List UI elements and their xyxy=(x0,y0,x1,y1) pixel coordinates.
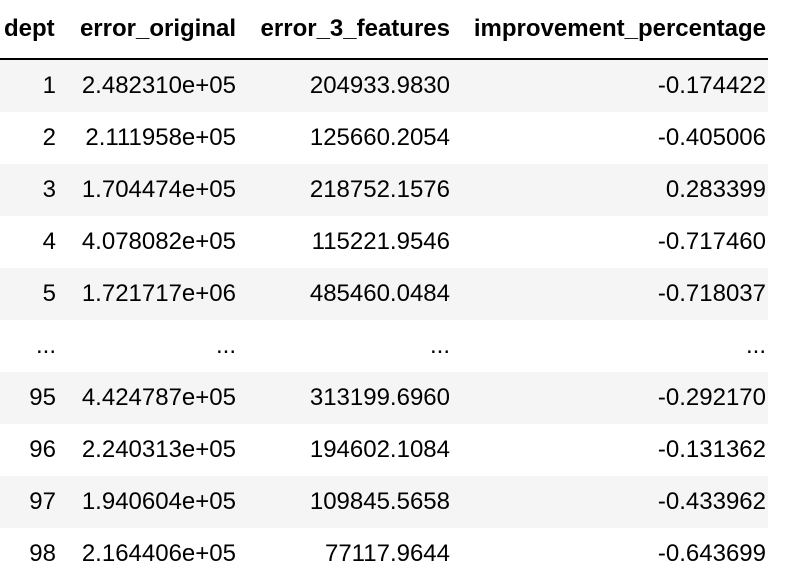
cell-dept: 4 xyxy=(0,216,58,268)
cell-improvement-percentage: -0.718037 xyxy=(450,268,768,320)
cell-dept: 97 xyxy=(0,476,58,528)
table-row: 1 2.482310e+05 204933.9830 -0.174422 xyxy=(0,59,768,112)
cell-dept: 95 xyxy=(0,372,58,424)
cell-error-original: 1.940604e+05 xyxy=(58,476,236,528)
cell-improvement-percentage: -0.174422 xyxy=(450,59,768,112)
cell-dept: 98 xyxy=(0,528,58,580)
column-header-dept: dept xyxy=(0,0,58,60)
cell-improvement-percentage: -0.131362 xyxy=(450,424,768,476)
cell-error-3-features: 485460.0484 xyxy=(236,268,450,320)
cell-error-original: 1.721717e+06 xyxy=(58,268,236,320)
header-row: dept error_original error_3_features imp… xyxy=(0,0,768,60)
cell-error-original: 2.164406e+05 xyxy=(58,528,236,580)
table-row: 96 2.240313e+05 194602.1084 -0.131362 xyxy=(0,424,768,476)
table-row: 5 1.721717e+06 485460.0484 -0.718037 xyxy=(0,268,768,320)
cell-error-3-features: 204933.9830 xyxy=(236,59,450,112)
column-header-improvement-percentage: improvement_percentage xyxy=(450,0,768,60)
cell-improvement-percentage: ... xyxy=(450,320,768,372)
cell-error-original: 4.078082e+05 xyxy=(58,216,236,268)
cell-error-3-features: 313199.6960 xyxy=(236,372,450,424)
table-header: dept error_original error_3_features imp… xyxy=(0,0,768,60)
column-header-error-3-features: error_3_features xyxy=(236,0,450,60)
cell-dept: 3 xyxy=(0,164,58,216)
cell-error-original: 2.482310e+05 xyxy=(58,59,236,112)
table-row: 4 4.078082e+05 115221.9546 -0.717460 xyxy=(0,216,768,268)
cell-error-original: ... xyxy=(58,320,236,372)
table-row: 97 1.940604e+05 109845.5658 -0.433962 xyxy=(0,476,768,528)
cell-error-original: 1.704474e+05 xyxy=(58,164,236,216)
cell-error-3-features: 115221.9546 xyxy=(236,216,450,268)
cell-error-3-features: 218752.1576 xyxy=(236,164,450,216)
cell-improvement-percentage: -0.433962 xyxy=(450,476,768,528)
cell-improvement-percentage: -0.717460 xyxy=(450,216,768,268)
cell-improvement-percentage: 0.283399 xyxy=(450,164,768,216)
cell-error-3-features: 109845.5658 xyxy=(236,476,450,528)
table-row: 3 1.704474e+05 218752.1576 0.283399 xyxy=(0,164,768,216)
cell-dept: 96 xyxy=(0,424,58,476)
cell-error-original: 2.111958e+05 xyxy=(58,112,236,164)
cell-dept: 5 xyxy=(0,268,58,320)
cell-error-original: 4.424787e+05 xyxy=(58,372,236,424)
cell-dept: 2 xyxy=(0,112,58,164)
cell-dept: ... xyxy=(0,320,58,372)
table-body: 1 2.482310e+05 204933.9830 -0.174422 2 2.1119… xyxy=(0,59,768,580)
cell-improvement-percentage: -0.405006 xyxy=(450,112,768,164)
cell-dept: 1 xyxy=(0,59,58,112)
table-row: 2 2.111958e+05 125660.2054 -0.405006 xyxy=(0,112,768,164)
cell-error-3-features: ... xyxy=(236,320,450,372)
dataframe-table: dept error_original error_3_features imp… xyxy=(0,0,768,580)
cell-error-3-features: 194602.1084 xyxy=(236,424,450,476)
cell-improvement-percentage: -0.643699 xyxy=(450,528,768,580)
column-header-error-original: error_original xyxy=(58,0,236,60)
cell-error-3-features: 77117.9644 xyxy=(236,528,450,580)
table-row: 98 2.164406e+05 77117.9644 -0.643699 xyxy=(0,528,768,580)
table-row: 95 4.424787e+05 313199.6960 -0.292170 xyxy=(0,372,768,424)
table-row: ............ xyxy=(0,320,768,372)
cell-improvement-percentage: -0.292170 xyxy=(450,372,768,424)
cell-error-3-features: 125660.2054 xyxy=(236,112,450,164)
cell-error-original: 2.240313e+05 xyxy=(58,424,236,476)
